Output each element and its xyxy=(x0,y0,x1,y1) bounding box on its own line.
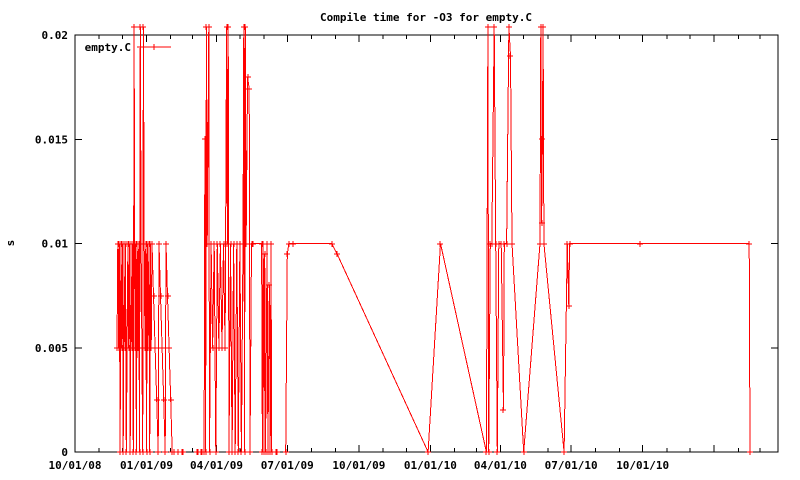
x-tick-label: 01/01/10 xyxy=(404,459,457,472)
x-tick-label: 10/01/08 xyxy=(49,459,102,472)
legend-sample xyxy=(137,44,171,50)
x-tick-label: 04/01/10 xyxy=(474,459,527,472)
y-axis-label: s xyxy=(4,240,17,247)
y-tick-label: 0.015 xyxy=(35,133,68,146)
axes: 0 0.005 0.01 0.015 0.02 10/01/08 01/01/09 04/01… xyxy=(35,29,779,472)
x-tick-label: 10/01/09 xyxy=(332,459,385,472)
chart-title: Compile time for -O3 for empty.C xyxy=(320,11,532,24)
y-tick-label: 0.01 xyxy=(42,238,69,251)
series-markers xyxy=(179,449,186,455)
series-markers xyxy=(175,449,181,455)
x-tick-label: 07/01/09 xyxy=(261,459,314,472)
y-tick-label: 0.02 xyxy=(42,29,69,42)
data-series xyxy=(114,24,753,455)
y-tick-label: 0.005 xyxy=(35,342,68,355)
x-tick-label: 10/01/10 xyxy=(616,459,669,472)
series-segment xyxy=(285,26,751,453)
x-tick-label: 07/01/10 xyxy=(545,459,598,472)
legend: empty.C xyxy=(85,41,171,54)
series-markers xyxy=(194,449,201,455)
series-markers xyxy=(273,449,280,455)
series-markers xyxy=(201,24,275,455)
legend-label: empty.C xyxy=(85,41,131,54)
x-tick-label: 04/01/09 xyxy=(190,459,243,472)
y-tick-label: 0 xyxy=(61,446,68,459)
series-markers xyxy=(114,24,177,455)
x-tick-label: 01/01/09 xyxy=(120,459,173,472)
series-markers xyxy=(283,24,753,455)
legend-sample-marker xyxy=(151,44,157,50)
